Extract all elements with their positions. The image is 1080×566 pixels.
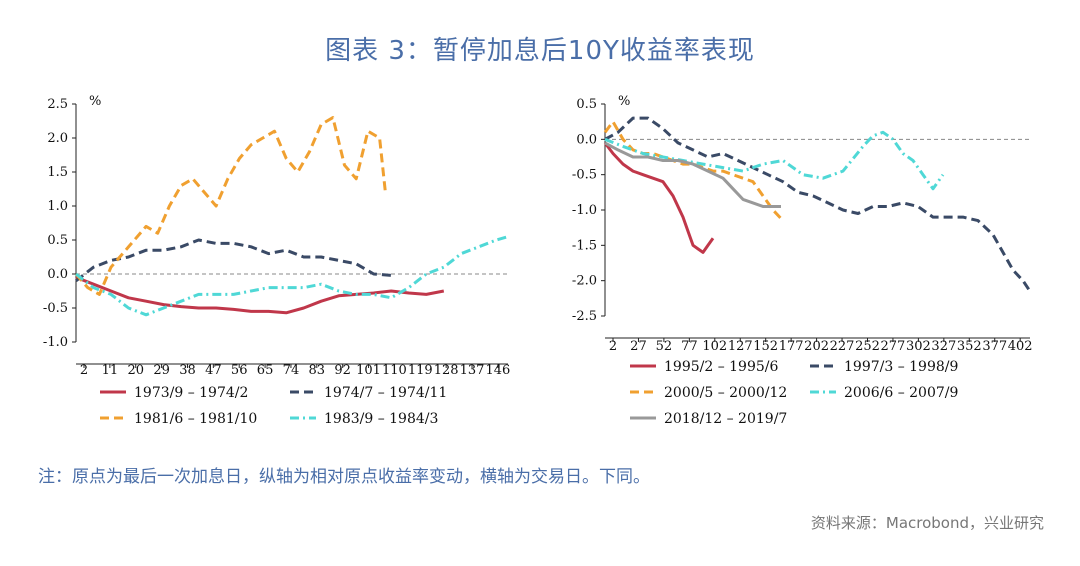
y-tick-label: 0.5 bbox=[576, 97, 597, 112]
x-tick-label: 102 bbox=[702, 339, 727, 354]
x-tick-label: 101 bbox=[356, 363, 381, 378]
y-tick-label: -0.5 bbox=[43, 301, 68, 316]
legend-label-1: 1997/3 – 1998/9 bbox=[844, 359, 958, 375]
x-tick-label: 177 bbox=[779, 339, 804, 354]
series-line-3 bbox=[75, 235, 509, 317]
x-tick-label: 152 bbox=[753, 339, 778, 354]
series-line-2 bbox=[603, 120, 785, 222]
x-tick-label: 128 bbox=[434, 363, 459, 378]
x-tick-label: 20 bbox=[127, 363, 144, 378]
legend-label-0: 1973/9 – 1974/2 bbox=[134, 385, 248, 401]
x-tick-label: 137 bbox=[460, 363, 485, 378]
x-tick-label: 252 bbox=[855, 339, 880, 354]
x-tick-label: 119 bbox=[408, 363, 433, 378]
series-line-2 bbox=[74, 116, 387, 296]
series-line-3 bbox=[604, 130, 945, 191]
y-tick-label: 0.5 bbox=[47, 233, 68, 248]
x-tick-label: 146 bbox=[485, 363, 510, 378]
x-tick-label: 327 bbox=[931, 339, 956, 354]
legend-label-1: 1974/7 – 1974/11 bbox=[324, 385, 447, 401]
y-tick-label: -2.0 bbox=[572, 274, 597, 289]
x-tick-label: 352 bbox=[957, 339, 982, 354]
chart-note: 注：原点为最后一次加息日，纵轴为相对原点收益率变动，横轴为交易日。下同。 bbox=[38, 467, 650, 487]
legend-label-2: 1981/6 – 1981/10 bbox=[134, 411, 257, 427]
x-tick-label: 110 bbox=[382, 363, 407, 378]
unit-label: % bbox=[89, 94, 101, 109]
x-tick-label: 29 bbox=[153, 363, 170, 378]
series-line-0 bbox=[603, 141, 715, 254]
x-tick-label: 38 bbox=[179, 363, 196, 378]
x-tick-label: 47 bbox=[205, 363, 222, 378]
x-tick-label: 27 bbox=[630, 339, 647, 354]
y-tick-label: -1.0 bbox=[572, 203, 597, 218]
x-tick-label: 11 bbox=[102, 363, 119, 378]
legend-label-0: 1995/2 – 1995/6 bbox=[664, 359, 778, 375]
x-tick-label: 74 bbox=[283, 363, 300, 378]
y-tick-label: 2.0 bbox=[47, 131, 68, 146]
x-tick-label: 83 bbox=[309, 363, 326, 378]
x-tick-label: 52 bbox=[656, 339, 673, 354]
y-tick-label: -1.0 bbox=[43, 335, 68, 350]
y-tick-label: 2.5 bbox=[47, 97, 68, 112]
chart-title: 图表 3：暂停加息后10Y收益率表现 bbox=[325, 36, 755, 66]
y-tick-label: 1.0 bbox=[47, 199, 68, 214]
y-tick-label: -0.5 bbox=[572, 168, 597, 183]
unit-label: % bbox=[618, 94, 630, 109]
series-line-4 bbox=[604, 141, 781, 208]
x-tick-label: 65 bbox=[257, 363, 274, 378]
y-tick-label: 0.0 bbox=[47, 267, 68, 282]
x-tick-label: 92 bbox=[334, 363, 351, 378]
series-line-1 bbox=[75, 238, 392, 282]
legend-label-2: 2000/5 – 2000/12 bbox=[664, 385, 787, 401]
right-chart: 0.50.0-0.5-1.0-1.5-2.0-2.5%2 27 52 77 102 127… bbox=[572, 94, 1033, 427]
x-tick-label: 277 bbox=[881, 339, 906, 354]
left-chart: 2.5 2.0 1.5 1.0 0.5 0.0 -0.5 -1.0% 2 11 20 29 38 47 56… bbox=[43, 94, 510, 427]
y-tick-label: 0.0 bbox=[576, 132, 597, 147]
x-tick-label: 56 bbox=[231, 363, 248, 378]
x-tick-label: 302 bbox=[906, 339, 931, 354]
series-line-0 bbox=[75, 276, 445, 315]
legend-label-3: 2006/6 – 2007/9 bbox=[844, 385, 958, 401]
legend-label-4: 2018/12 – 2019/7 bbox=[664, 411, 787, 427]
source-label: 资料来源：Macrobond，兴业研究 bbox=[810, 514, 1044, 532]
y-tick-label: 1.5 bbox=[47, 165, 68, 180]
y-tick-label: -1.5 bbox=[572, 238, 597, 253]
legend-label-3: 1983/9 – 1984/3 bbox=[324, 411, 438, 427]
x-tick-label: 402 bbox=[1008, 339, 1033, 354]
y-tick-label: -2.5 bbox=[572, 309, 597, 324]
series-line-1 bbox=[604, 116, 1032, 293]
x-tick-label: 377 bbox=[982, 339, 1007, 354]
x-tick-label: 127 bbox=[728, 339, 753, 354]
x-tick-label: 227 bbox=[830, 339, 855, 354]
x-tick-label: 2 bbox=[609, 339, 617, 354]
x-tick-label: 202 bbox=[804, 339, 829, 354]
x-tick-label: 2 bbox=[80, 363, 88, 378]
x-tick-label: 77 bbox=[681, 339, 698, 354]
